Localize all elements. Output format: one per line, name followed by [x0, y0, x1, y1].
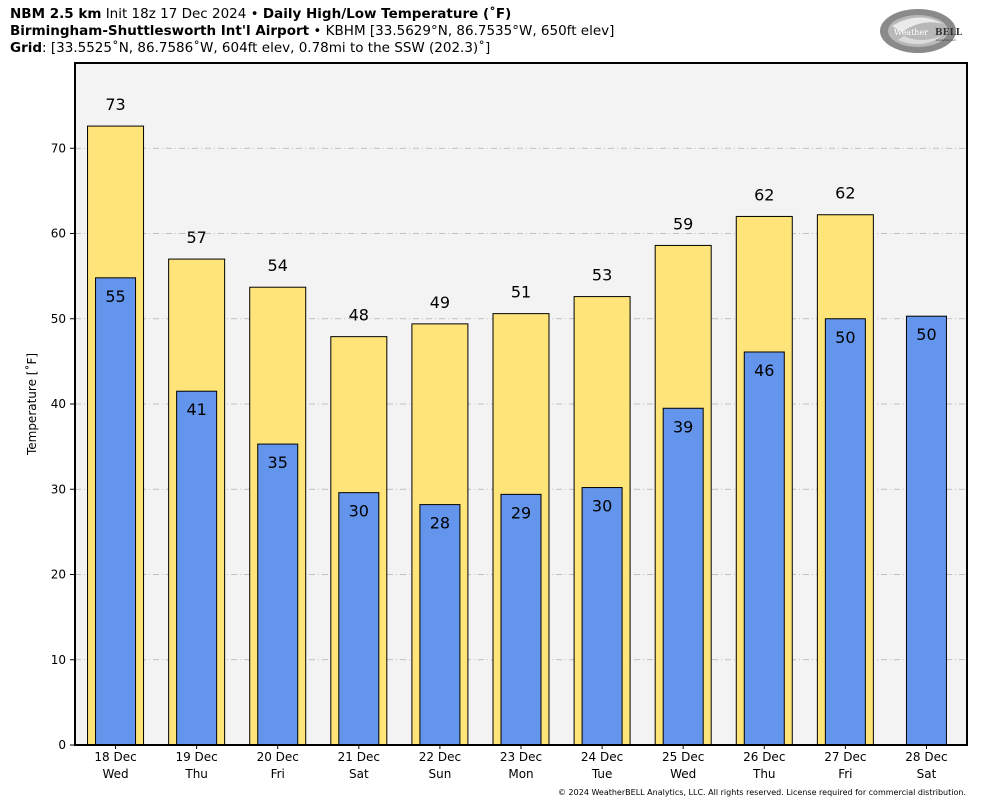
- weatherbell-logo: Weather BELL Analytics LLC: [880, 9, 963, 53]
- y-tick-label-40: 40: [51, 397, 66, 411]
- low-bar-6: [581, 487, 623, 746]
- low-label-6: 30: [592, 497, 612, 516]
- y-tick-label-20: 20: [51, 568, 66, 582]
- bars-layer: [87, 125, 947, 746]
- x-tick-day-5: Mon: [508, 767, 533, 781]
- x-tick-date-0: 18 Dec: [94, 750, 136, 764]
- low-label-9: 50: [835, 328, 855, 347]
- x-tick-day-2: Fri: [271, 767, 285, 781]
- bullet-2: •: [313, 23, 322, 39]
- low-bar-10: [905, 315, 947, 746]
- x-tick-day-10: Sat: [917, 767, 937, 781]
- model-name: NBM 2.5 km: [10, 6, 102, 22]
- x-tick-day-6: Tue: [591, 767, 613, 781]
- low-label-10: 50: [916, 325, 936, 344]
- low-bar-0: [95, 277, 137, 746]
- grid-label: Grid: [10, 40, 43, 56]
- logo-text-bell: BELL: [935, 28, 963, 38]
- header-line-3: Grid: [33.5525˚N, 86.7586˚W, 604ft elev,…: [10, 40, 490, 57]
- logo-subtext: Analytics LLC: [936, 38, 956, 42]
- low-label-4: 28: [430, 514, 450, 533]
- low-label-2: 35: [268, 453, 288, 472]
- x-tick-date-7: 25 Dec: [662, 750, 704, 764]
- low-label-3: 30: [349, 502, 369, 521]
- copyright-notice: © 2024 WeatherBELL Analytics, LLC. All r…: [558, 788, 966, 797]
- y-tick-label-10: 10: [51, 653, 66, 667]
- x-tick-date-10: 28 Dec: [905, 750, 947, 764]
- high-label-5: 51: [511, 283, 531, 302]
- x-tick-day-4: Sun: [428, 767, 451, 781]
- x-tick-date-1: 19 Dec: [175, 750, 217, 764]
- station-info: KBHM [33.5629°N, 86.7535°W, 650ft elev]: [325, 23, 615, 39]
- low-bar-1: [176, 390, 218, 746]
- low-bar-5: [500, 493, 542, 746]
- high-label-3: 48: [349, 306, 369, 325]
- y-tick-label-50: 50: [51, 312, 66, 326]
- header-line-1: NBM 2.5 km Init 18z 17 Dec 2024 • Daily …: [10, 6, 511, 23]
- y-axis: 0 10 20 30 40 50 60 70: [51, 141, 75, 752]
- y-axis-label: Temperature [˚F]: [24, 353, 39, 456]
- y-tick-label-70: 70: [51, 141, 66, 155]
- x-tick-date-9: 27 Dec: [824, 750, 866, 764]
- bullet-1: •: [250, 6, 259, 22]
- high-label-6: 53: [592, 266, 612, 285]
- high-label-9: 62: [835, 184, 855, 203]
- x-tick-day-9: Fri: [838, 767, 852, 781]
- x-tick-day-0: Wed: [102, 767, 128, 781]
- high-label-1: 57: [186, 228, 206, 247]
- high-label-2: 54: [268, 256, 288, 275]
- low-bar-4: [419, 504, 461, 746]
- x-tick-date-5: 23 Dec: [500, 750, 542, 764]
- x-tick-day-1: Thu: [184, 767, 208, 781]
- high-label-7: 59: [673, 214, 693, 233]
- high-label-8: 62: [754, 185, 774, 204]
- header-line-2: Birmingham-Shuttlesworth Int'l Airport •…: [10, 23, 614, 40]
- low-label-1: 41: [186, 400, 206, 419]
- x-tick-date-4: 22 Dec: [419, 750, 461, 764]
- x-tick-date-8: 26 Dec: [743, 750, 785, 764]
- low-label-5: 29: [511, 503, 531, 522]
- x-tick-day-8: Thu: [752, 767, 776, 781]
- data-labels-layer: 73 55 57 41 54 35 48 30 49 28 51 29 53 30 59 39 62 46 62 50…: [105, 95, 936, 533]
- init-time: Init 18z 17 Dec 2024: [105, 6, 247, 22]
- low-label-7: 39: [673, 417, 693, 436]
- product-title: Daily High/Low Temperature (˚F): [262, 6, 512, 22]
- low-bar-3: [338, 492, 380, 746]
- station-name: Birmingham-Shuttlesworth Int'l Airport: [10, 23, 310, 39]
- y-tick-label-30: 30: [51, 482, 66, 496]
- low-bar-8: [743, 351, 785, 746]
- x-tick-date-6: 24 Dec: [581, 750, 623, 764]
- y-tick-label-60: 60: [51, 227, 66, 241]
- x-tick-day-7: Wed: [670, 767, 696, 781]
- logo-text-weather: Weather: [894, 28, 928, 37]
- low-bar-7: [662, 407, 704, 746]
- low-bar-9: [824, 318, 866, 746]
- x-tick-day-3: Sat: [349, 767, 369, 781]
- low-label-8: 46: [754, 361, 774, 380]
- grid-info: : [33.5525˚N, 86.7586˚W, 604ft elev, 0.7…: [42, 40, 491, 56]
- low-label-0: 55: [105, 287, 125, 306]
- x-axis: 18 Dec Wed 19 Dec Thu 20 Dec Fri 21 Dec Sat 22 D…: [94, 745, 948, 781]
- x-tick-date-2: 20 Dec: [257, 750, 299, 764]
- y-tick-label-0: 0: [58, 738, 66, 752]
- x-tick-date-3: 21 Dec: [338, 750, 380, 764]
- high-label-4: 49: [430, 293, 450, 312]
- low-bar-2: [257, 443, 299, 746]
- high-label-0: 73: [105, 95, 125, 114]
